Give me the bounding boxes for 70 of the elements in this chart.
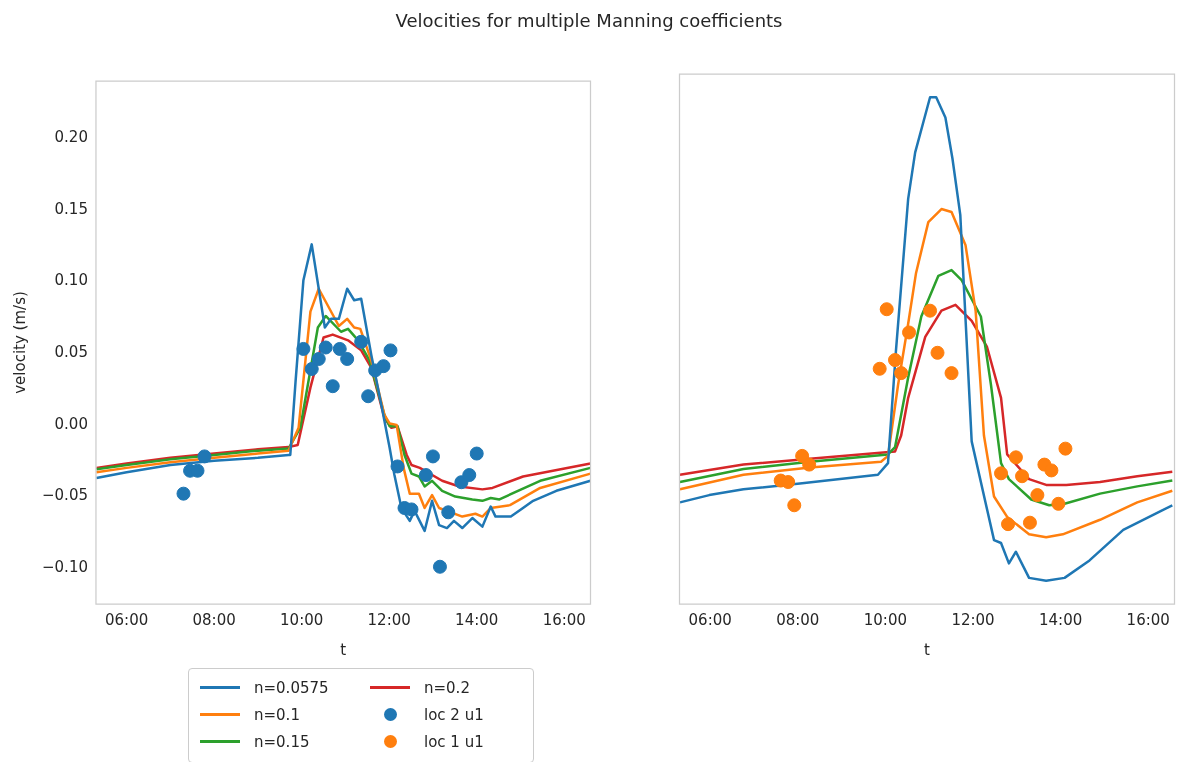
point [787, 498, 802, 513]
point [944, 366, 959, 381]
point [332, 341, 347, 356]
x-tick-label: 10:00 [863, 610, 907, 629]
point [376, 359, 391, 374]
point [894, 366, 909, 381]
y-tick-label: −0.05 [42, 486, 88, 505]
chart-title: Velocities for multiple Manning coefficients [394, 10, 784, 31]
point [340, 351, 355, 366]
point [1008, 450, 1023, 465]
point [1001, 517, 1016, 532]
point [1015, 469, 1030, 484]
x-tick-label: 12:00 [367, 610, 411, 629]
point [432, 559, 447, 574]
point [872, 361, 887, 376]
point [795, 448, 810, 463]
point [1058, 441, 1073, 456]
legend-label: n=0.0575 [254, 678, 329, 697]
legend-label: n=0.15 [254, 732, 310, 751]
point [441, 505, 456, 520]
point [325, 379, 340, 394]
x-tick-label: 08:00 [192, 610, 236, 629]
y-tick-label: 0.10 [54, 271, 88, 290]
x-axis-title: t [340, 640, 347, 659]
point [902, 325, 917, 340]
point [1051, 496, 1066, 511]
point [304, 362, 319, 377]
y-tick-label: 0.00 [54, 414, 88, 433]
point [318, 340, 333, 355]
point [930, 345, 945, 360]
legend-label: n=0.1 [254, 705, 300, 724]
x-tick-label: 14:00 [1038, 610, 1083, 629]
y-axis-title: velocity (m/s) [10, 291, 29, 394]
x-tick-label: 06:00 [104, 610, 149, 629]
x-axis-title: t [924, 640, 931, 659]
y-tick-label: −0.10 [42, 558, 88, 577]
point [311, 351, 326, 366]
x-tick-label: 16:00 [542, 610, 586, 629]
point [888, 353, 903, 368]
point [354, 334, 369, 349]
point [923, 303, 938, 318]
point [296, 341, 311, 356]
point [176, 486, 191, 501]
point [425, 449, 440, 464]
y-tick-label: 0.05 [54, 343, 88, 362]
x-tick-label: 14:00 [455, 610, 499, 629]
legend-label: loc 2 u1 [424, 705, 484, 724]
point [197, 449, 212, 464]
point [390, 459, 405, 474]
point [361, 389, 376, 404]
point [1030, 488, 1045, 503]
x-tick-label: 06:00 [688, 610, 732, 629]
y-tick-label: 0.20 [54, 128, 88, 147]
point [879, 302, 894, 317]
point [462, 468, 477, 483]
x-tick-label: 10:00 [280, 610, 324, 629]
point [781, 475, 796, 490]
point [802, 457, 817, 472]
point [994, 466, 1009, 481]
point [1044, 463, 1059, 478]
legend-label: n=0.2 [424, 678, 470, 697]
x-tick-label: 16:00 [1126, 610, 1170, 629]
legend-label: loc 1 u1 [424, 732, 484, 751]
point [469, 446, 484, 461]
x-tick-label: 12:00 [951, 610, 995, 629]
x-tick-label: 08:00 [776, 610, 820, 629]
point [1022, 515, 1037, 530]
point [383, 343, 398, 358]
y-tick-label: 0.15 [54, 199, 88, 218]
point [418, 468, 433, 483]
